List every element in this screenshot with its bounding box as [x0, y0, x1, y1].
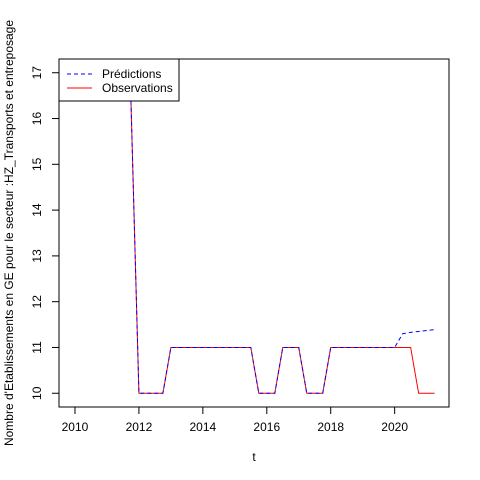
x-axis: 2010 2012 2014 2016 2018 2020: [62, 406, 408, 434]
y-tick-label: 15: [30, 157, 44, 171]
x-tick-label: 2020: [381, 420, 408, 434]
legend-label-observations: Observations: [102, 81, 173, 95]
x-tick-label: 2016: [253, 420, 280, 434]
y-tick-label: 10: [30, 386, 44, 400]
y-tick-label: 13: [30, 249, 44, 263]
y-tick-label: 16: [30, 112, 44, 126]
x-tick-label: 2010: [62, 420, 89, 434]
y-axis: 10 11 12 13 14 15 16 17: [30, 66, 60, 400]
y-tick-label: 14: [30, 203, 44, 217]
plot-frame: [58, 58, 450, 408]
legend-box: [58, 58, 180, 102]
legend-label-predictions: Prédictions: [102, 67, 161, 81]
y-axis-label: Nombre d'Etablissements en GE pour le se…: [2, 20, 16, 446]
y-tick-label: 12: [30, 295, 44, 309]
x-tick-label: 2014: [190, 420, 217, 434]
series-layer: [124, 59, 435, 394]
series-line-predictions: [124, 59, 435, 394]
y-tick-label: 11: [30, 341, 44, 354]
x-axis-label: t: [252, 450, 256, 464]
x-tick-label: 2012: [126, 420, 153, 434]
legend: Prédictions Observations: [58, 58, 180, 102]
y-tick-label: 17: [30, 66, 44, 80]
x-tick-label: 2018: [317, 420, 344, 434]
